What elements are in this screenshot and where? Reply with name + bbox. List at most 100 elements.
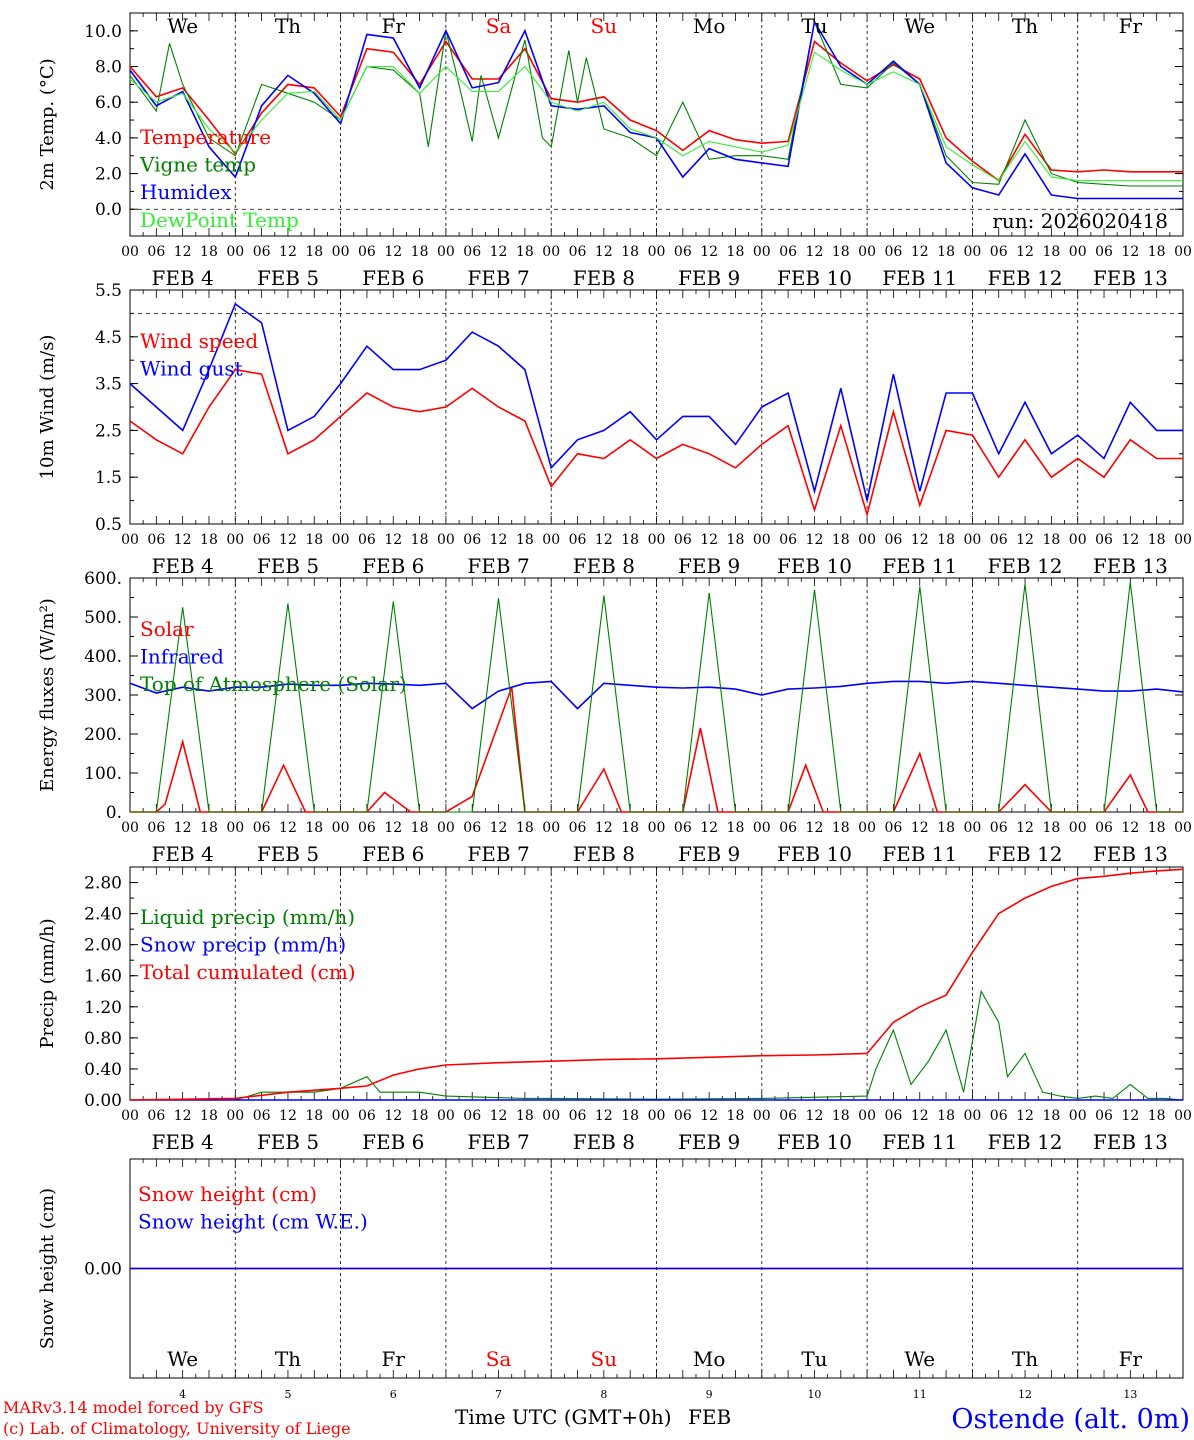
- panel-5: [129, 1158, 1184, 1379]
- hour-tick-label: 00: [1069, 244, 1087, 260]
- hour-tick-label: 12: [174, 1108, 192, 1124]
- date-label: FEB 12: [988, 554, 1063, 578]
- hour-tick-label: 12: [174, 820, 192, 836]
- weekday-label: Th: [275, 14, 301, 38]
- date-label: FEB 5: [257, 1130, 319, 1154]
- legend-entry: Snow precip (mm/h): [140, 933, 346, 957]
- hour-tick-label: 00: [1174, 532, 1192, 548]
- hour-tick-label: 06: [779, 820, 797, 836]
- hour-tick-label: 18: [1148, 1108, 1166, 1124]
- y-tick-label: 300.: [84, 686, 122, 706]
- day-number: 12: [1018, 1388, 1032, 1401]
- hour-tick-label: 18: [727, 532, 745, 548]
- credit-line-2: (c) Lab. of Climatology, University of L…: [3, 1419, 351, 1438]
- date-label: FEB 11: [882, 842, 957, 866]
- day-number: 6: [390, 1388, 397, 1401]
- y-tick-label: 2.40: [84, 905, 122, 925]
- hour-tick-label: 12: [1121, 532, 1139, 548]
- legend-entry: Vigne temp: [139, 153, 256, 177]
- y-tick-label: 500.: [84, 608, 122, 628]
- date-label: FEB 4: [152, 554, 214, 578]
- hour-tick-label: 06: [253, 820, 271, 836]
- date-label: FEB 13: [1093, 266, 1168, 290]
- legend-entry: Liquid precip (mm/h): [140, 905, 355, 929]
- hour-tick-label: 00: [542, 820, 560, 836]
- hour-tick-label: 18: [937, 244, 955, 260]
- y-axis-label: Energy fluxes (W/m²): [37, 598, 58, 792]
- weekday-label: Su: [591, 14, 618, 38]
- hour-tick-label: 12: [806, 820, 824, 836]
- y-tick-label: 0.80: [84, 1029, 122, 1049]
- date-label: FEB 8: [573, 554, 635, 578]
- hour-tick-label: 00: [753, 820, 771, 836]
- hour-tick-label: 18: [200, 532, 218, 548]
- hour-tick-label: 00: [753, 1108, 771, 1124]
- hour-tick-label: 18: [832, 1108, 850, 1124]
- hour-tick-label: 00: [648, 532, 666, 548]
- weekday-label: Mo: [693, 14, 726, 38]
- hour-tick-label: 12: [911, 532, 929, 548]
- hour-tick-label: 12: [279, 820, 297, 836]
- hour-tick-label: 00: [437, 244, 455, 260]
- hour-tick-label: 18: [200, 1108, 218, 1124]
- hour-tick-label: 12: [911, 244, 929, 260]
- hour-tick-label: 06: [569, 1108, 587, 1124]
- hour-tick-label: 00: [963, 244, 981, 260]
- weekday-label: Mo: [693, 1347, 726, 1371]
- hour-tick-label: 12: [806, 532, 824, 548]
- hour-tick-label: 00: [121, 820, 139, 836]
- y-tick-label: 3.5: [95, 375, 122, 395]
- series-line-red: [129, 368, 1183, 518]
- hour-tick-label: 18: [411, 244, 429, 260]
- hour-tick-label: 06: [569, 244, 587, 260]
- hour-tick-label: 00: [121, 244, 139, 260]
- hour-tick-label: 00: [226, 532, 244, 548]
- hour-tick-label: 06: [147, 820, 165, 836]
- hour-tick-label: 18: [832, 244, 850, 260]
- hour-tick-label: 00: [858, 1108, 876, 1124]
- date-label: FEB 8: [573, 1130, 635, 1154]
- hour-tick-label: 18: [516, 1108, 534, 1124]
- y-tick-label: 0.40: [84, 1060, 122, 1080]
- hour-tick-label: 18: [305, 532, 323, 548]
- hour-tick-label: 06: [463, 532, 481, 548]
- y-tick-label: 0.0: [95, 200, 122, 220]
- panel-2: [129, 289, 1184, 525]
- weekday-label: Su: [591, 1347, 618, 1371]
- date-label: FEB 10: [777, 266, 852, 290]
- day-number: 10: [807, 1388, 821, 1401]
- hour-tick-label: 18: [937, 532, 955, 548]
- hour-tick-label: 18: [411, 1108, 429, 1124]
- legend-entry: Snow height (cm): [138, 1182, 317, 1206]
- legend-entry: Top of Atmosphere (Solar): [140, 672, 407, 696]
- hour-tick-label: 06: [358, 820, 376, 836]
- date-label: FEB 11: [882, 1130, 957, 1154]
- hour-tick-label: 06: [885, 1108, 903, 1124]
- hour-tick-label: 06: [990, 1108, 1008, 1124]
- hour-tick-label: 12: [595, 820, 613, 836]
- y-tick-label: 0.5: [95, 515, 122, 535]
- hour-tick-label: 18: [411, 820, 429, 836]
- y-tick-label: 5.5: [95, 281, 122, 301]
- hour-tick-label: 12: [700, 820, 718, 836]
- hour-tick-label: 12: [174, 244, 192, 260]
- hour-tick-label: 00: [437, 1108, 455, 1124]
- hour-tick-label: 06: [569, 532, 587, 548]
- panel-4: [129, 866, 1184, 1101]
- date-label: FEB 13: [1093, 1130, 1168, 1154]
- hour-tick-label: 06: [463, 244, 481, 260]
- hour-tick-label: 12: [700, 1108, 718, 1124]
- weekday-label: Th: [275, 1347, 301, 1371]
- hour-tick-label: 06: [674, 820, 692, 836]
- hour-tick-label: 06: [147, 532, 165, 548]
- date-label: FEB 11: [882, 266, 957, 290]
- hour-tick-label: 06: [253, 532, 271, 548]
- date-label: FEB 6: [362, 1130, 424, 1154]
- hour-tick-label: 18: [1042, 532, 1060, 548]
- y-axis-label: Precip (mm/h): [37, 918, 58, 1048]
- date-label: FEB 9: [678, 554, 740, 578]
- hour-tick-label: 06: [569, 820, 587, 836]
- hour-tick-label: 18: [727, 244, 745, 260]
- y-tick-label: 2.80: [84, 874, 122, 894]
- hour-tick-label: 00: [963, 820, 981, 836]
